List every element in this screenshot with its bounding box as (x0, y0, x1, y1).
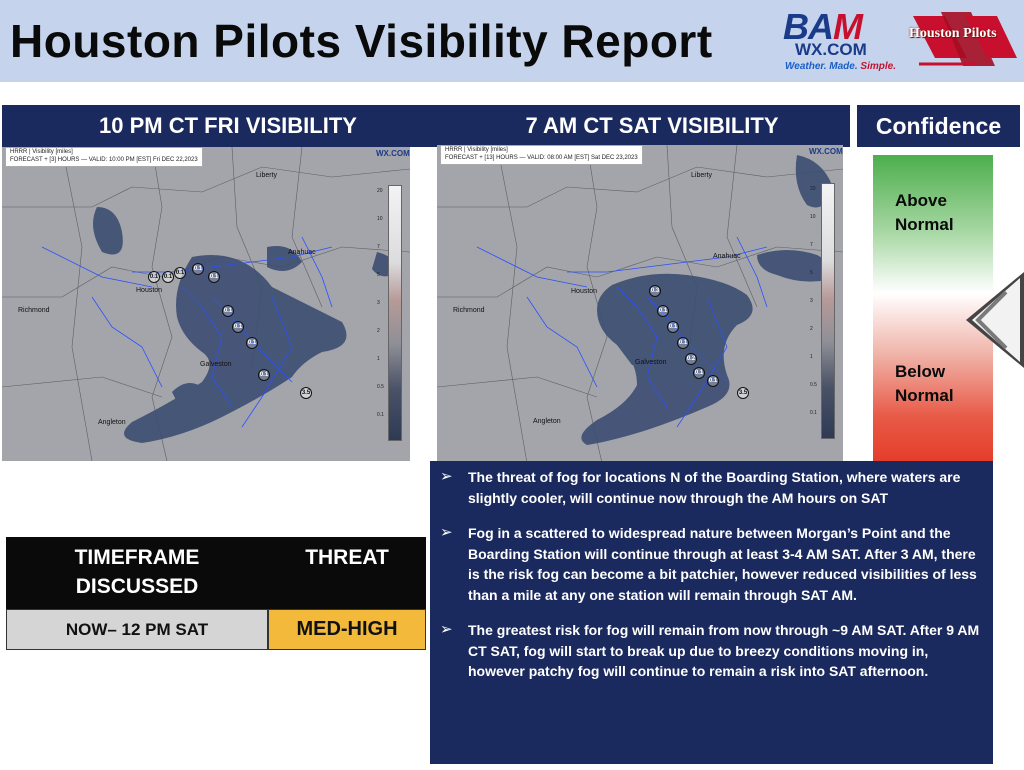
bam-logo-m: M (833, 6, 863, 47)
page-title: Houston Pilots Visibility Report (10, 15, 713, 67)
station-marker: 0.2 (685, 353, 697, 365)
threat-table-row: NOW– 12 PM SAT MED-HIGH (6, 609, 426, 650)
discussion-box: ➢ The threat of fog for locations N of t… (430, 461, 993, 764)
discussion-bullet: ➢ Fog in a scattered to widespread natur… (440, 523, 983, 605)
scale-tick: 0.1 (810, 410, 817, 416)
station-marker: 0.1 (693, 367, 705, 379)
bam-logo-wx: WX.COM (795, 40, 867, 59)
station-marker: 0.3 (649, 285, 661, 297)
bam-wx-logo: BAM WX.COM Weather. Made. Simple. (783, 6, 903, 78)
scale-tick: 5 (810, 270, 813, 276)
scale-tick: 10 (377, 216, 383, 222)
panel-heading-sat: 7 AM CT SAT VISIBILITY (454, 105, 850, 147)
timeframe-header: TIMEFRAME DISCUSSED (74, 546, 200, 599)
panel-heading-fri: 10 PM CT FRI VISIBILITY (2, 105, 454, 147)
scale-tick: 7 (377, 244, 380, 250)
visibility-scale: 20 10 7 5 3 2 1 0.5 0.1 (377, 185, 402, 441)
map-info-forecast: FORECAST + [3] HOURS — VALID: 10:00 PM [… (10, 156, 198, 163)
station-marker: 0.1 (208, 271, 220, 283)
scale-tick: 2 (377, 328, 380, 334)
bam-logo-tagline: Weather. Made. (785, 61, 858, 72)
threat-header: THREAT (305, 546, 389, 569)
houston-pilots-text: Houston Pilots (909, 26, 997, 41)
station-marker: 0.1 (192, 263, 204, 275)
scale-tick: 5 (377, 272, 380, 278)
bam-logo-text: BA (783, 6, 834, 47)
station-marker: 0.1 (148, 271, 160, 283)
confidence-indicator-arrow-icon (966, 272, 1024, 368)
threat-table-header: TIMEFRAME DISCUSSED THREAT (6, 537, 426, 609)
scale-tick: 0.1 (377, 412, 384, 418)
map-info-title: HRRR | Visibility [miles] (445, 147, 508, 153)
bullet-arrow-icon: ➢ (440, 621, 453, 638)
confidence-heading: Confidence (857, 105, 1020, 147)
place-label: Liberty (691, 172, 713, 179)
scale-tick: 1 (810, 354, 813, 360)
place-label: Angleton (533, 418, 561, 425)
confidence-above-label: Above Normal (895, 191, 954, 234)
bam-logo-tagline-end: Simple. (860, 61, 896, 72)
scale-tick: 3 (377, 300, 380, 306)
bullet-arrow-icon: ➢ (440, 524, 453, 541)
station-marker: 0.1 (174, 267, 186, 279)
scale-tick: 10 (810, 214, 816, 220)
scale-tick: 20 (377, 188, 383, 194)
discussion-bullet: ➢ The greatest risk for fog will remain … (440, 620, 983, 682)
scale-tick: 2 (810, 326, 813, 332)
scale-tick: 20 (810, 186, 816, 192)
place-label: Anahuac (713, 253, 741, 260)
station-marker: 0.1 (667, 321, 679, 333)
visibility-map-sat: HRRR | Visibility [miles] FORECAST + [13… (437, 145, 843, 463)
station-marker: 0.1 (222, 305, 234, 317)
place-label: Richmond (453, 307, 485, 314)
station-marker: 0.1 (246, 337, 258, 349)
timeframe-value: NOW– 12 PM SAT (6, 609, 268, 650)
place-label: Liberty (256, 172, 278, 179)
visibility-scale: 20 10 7 5 3 2 1 0.5 0.1 (810, 183, 835, 439)
scale-tick: 1 (377, 356, 380, 362)
houston-pilots-logo: Houston Pilots (905, 6, 1021, 78)
houston-pilots-emblem-icon (913, 12, 1017, 66)
bullet-arrow-icon: ➢ (440, 468, 453, 485)
station-marker: 0.1 (162, 271, 174, 283)
confidence-below-label: Below Normal (895, 362, 954, 405)
map-info-forecast: FORECAST + [13] HOURS — VALID: 08:00 AM … (445, 154, 638, 161)
scale-tick: 3 (810, 298, 813, 304)
place-label: Galveston (635, 359, 667, 366)
place-label: Richmond (18, 307, 50, 314)
place-label: Anahuac (288, 249, 316, 256)
place-label: Houston (136, 287, 163, 294)
map-info-title: HRRR | Visibility [miles] (10, 149, 73, 155)
station-marker: 0.1 (232, 321, 244, 333)
station-marker: 0.1 (677, 337, 689, 349)
station-marker: 3.5 (737, 387, 749, 399)
station-marker: 0.1 (657, 305, 669, 317)
map-sat-graphic (437, 145, 843, 463)
threat-table: TIMEFRAME DISCUSSED THREAT NOW– 12 PM SA… (6, 537, 426, 650)
title-bar: Houston Pilots Visibility Report BAM WX.… (0, 0, 1024, 82)
confidence-gradient-bar: Above Normal Below Normal (873, 155, 993, 462)
place-label: Galveston (200, 361, 232, 368)
scale-tick: 7 (810, 242, 813, 248)
station-marker: 0.1 (707, 375, 719, 387)
place-label: Angleton (98, 419, 126, 426)
station-marker: 0.1 (258, 369, 270, 381)
discussion-bullet: ➢ The threat of fog for locations N of t… (440, 467, 983, 508)
threat-level-badge: MED-HIGH (268, 609, 426, 650)
map-logo: WX.COM (809, 147, 843, 156)
station-marker: 3.5 (300, 387, 312, 399)
scale-tick: 0.5 (377, 384, 384, 390)
map-fri-graphic (2, 147, 410, 461)
place-label: Houston (571, 288, 598, 295)
visibility-map-fri: HRRR | Visibility [miles] FORECAST + [3]… (2, 147, 410, 461)
scale-tick: 0.5 (810, 382, 817, 388)
map-logo: WX.COM (376, 149, 410, 158)
